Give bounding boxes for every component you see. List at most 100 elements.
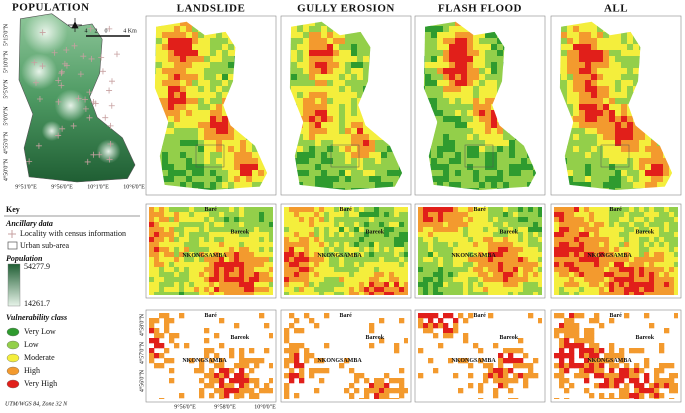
vulnerability-cell bbox=[315, 182, 322, 189]
vulnerability-cell bbox=[222, 74, 229, 81]
vulnerability-cell bbox=[437, 62, 444, 69]
vulnerability-cell bbox=[609, 242, 615, 248]
vulnerability-cell bbox=[357, 134, 364, 141]
place-label: Bareok bbox=[366, 335, 385, 341]
place-label: Baré bbox=[340, 207, 353, 213]
vulnerability-cell bbox=[345, 104, 352, 111]
vulnerability-cell bbox=[485, 182, 492, 189]
locality bbox=[84, 158, 91, 165]
vulnerability-cell bbox=[294, 292, 300, 295]
vulnerability-cell bbox=[210, 152, 217, 159]
vulnerability-cell bbox=[418, 247, 424, 253]
vulnerability-cell bbox=[467, 152, 474, 159]
vulnerability-cell bbox=[254, 262, 260, 268]
vulnerability-cell bbox=[234, 207, 240, 213]
vulnerability-cell bbox=[156, 44, 163, 51]
vulnerability-cell bbox=[461, 164, 468, 171]
vulnerability-cell bbox=[314, 217, 320, 223]
vulnerability-cell bbox=[180, 116, 187, 123]
vulnerability-cell bbox=[339, 182, 346, 189]
vulnerability-cell bbox=[669, 398, 675, 399]
vulnerability-cell bbox=[219, 277, 225, 283]
vulnerability-cell bbox=[627, 74, 634, 81]
vulnerability-cell bbox=[349, 232, 355, 238]
vulnerability-cell bbox=[309, 50, 316, 57]
vulnerability-cell bbox=[615, 116, 622, 123]
vulnerability-cell bbox=[518, 373, 524, 379]
vulnerability-cell bbox=[219, 227, 225, 233]
vulnerability-cell bbox=[473, 252, 479, 258]
vulnerability-cell bbox=[228, 56, 235, 63]
vulnerability-cell bbox=[449, 92, 456, 99]
vulnerability-cell bbox=[574, 227, 580, 233]
vulnerability-cell bbox=[564, 338, 570, 344]
vulnerability-cell bbox=[629, 262, 635, 268]
vulnerability-cell bbox=[345, 74, 352, 81]
vulnerability-cell bbox=[428, 227, 434, 233]
vulnerability-cell bbox=[228, 44, 235, 51]
vulnerability-cell bbox=[624, 398, 630, 399]
vulnerability-cell bbox=[488, 363, 494, 369]
vulnerability-cell bbox=[483, 212, 489, 218]
vulnerability-cell bbox=[389, 232, 395, 238]
vulnerability-cell bbox=[609, 237, 615, 243]
vulnerability-cell bbox=[463, 257, 469, 263]
vulnerability-cell bbox=[515, 146, 522, 153]
vulnerability-cell bbox=[299, 257, 305, 263]
vulnerability-cell bbox=[418, 242, 424, 248]
vulnerability-cell bbox=[423, 237, 429, 243]
vulnerability-cell bbox=[554, 217, 560, 223]
vulnerability-cell bbox=[639, 282, 645, 288]
vulnerability-cell bbox=[574, 287, 580, 293]
vulnerability-cell bbox=[239, 267, 245, 273]
vulnerability-cell bbox=[463, 262, 469, 268]
vulnerability-cell bbox=[363, 176, 370, 183]
vulnerability-cell bbox=[594, 277, 600, 283]
vulnerability-cell bbox=[651, 152, 658, 159]
vulnerability-cell bbox=[589, 282, 595, 288]
vulnerability-cell bbox=[394, 247, 400, 253]
vulnerability-cell bbox=[384, 242, 390, 248]
vulnerability-cell bbox=[269, 267, 273, 273]
vulnerability-cell bbox=[449, 56, 456, 63]
vulnerability-cell bbox=[194, 267, 200, 273]
vulnerability-cell bbox=[609, 188, 616, 191]
vulnerability-cell bbox=[437, 158, 444, 165]
vulnerability-cell bbox=[463, 267, 469, 273]
vulnerability-cell bbox=[483, 252, 489, 258]
vulnerability-cell bbox=[449, 32, 456, 39]
vulnerability-cell bbox=[239, 363, 245, 369]
vulnerability-cell bbox=[461, 110, 468, 117]
vulnerability-cell bbox=[468, 363, 474, 369]
locality bbox=[90, 151, 97, 158]
vulnerability-cell bbox=[309, 282, 315, 288]
vulnerability-cell bbox=[364, 393, 370, 399]
vulnerability-cell bbox=[498, 378, 504, 384]
vulnerability-cell bbox=[513, 217, 519, 223]
vulnerability-cell bbox=[239, 262, 245, 268]
vulnerability-cell bbox=[239, 282, 245, 288]
vulnerability-cell bbox=[168, 146, 175, 153]
vulnerability-cell bbox=[209, 393, 215, 399]
vulnerability-cell bbox=[508, 237, 514, 243]
vulnerability-cell bbox=[327, 32, 334, 39]
vulnerability-cell bbox=[387, 164, 394, 171]
vulnerability-cell bbox=[222, 68, 229, 75]
population-high bbox=[21, 53, 58, 90]
vulnerability-cell bbox=[509, 152, 516, 159]
vulnerability-cell bbox=[418, 282, 424, 288]
vulnerability-cell bbox=[199, 368, 205, 374]
vulnerability-cell bbox=[573, 134, 580, 141]
vulnerability-cell bbox=[438, 242, 444, 248]
vulnerability-cell bbox=[204, 262, 210, 268]
vulnerability-cell bbox=[585, 182, 592, 189]
vulnerability-cell bbox=[663, 164, 670, 171]
vulnerability-cell bbox=[645, 140, 652, 147]
vulnerability-cell bbox=[179, 217, 185, 223]
vulnerability-cell bbox=[533, 170, 537, 177]
vulnerability-cell bbox=[369, 252, 375, 258]
vulnerability-cell bbox=[629, 287, 635, 293]
vulnerability-cell bbox=[249, 393, 255, 399]
vulnerability-cell bbox=[573, 32, 580, 39]
vulnerability-cell bbox=[363, 44, 370, 51]
